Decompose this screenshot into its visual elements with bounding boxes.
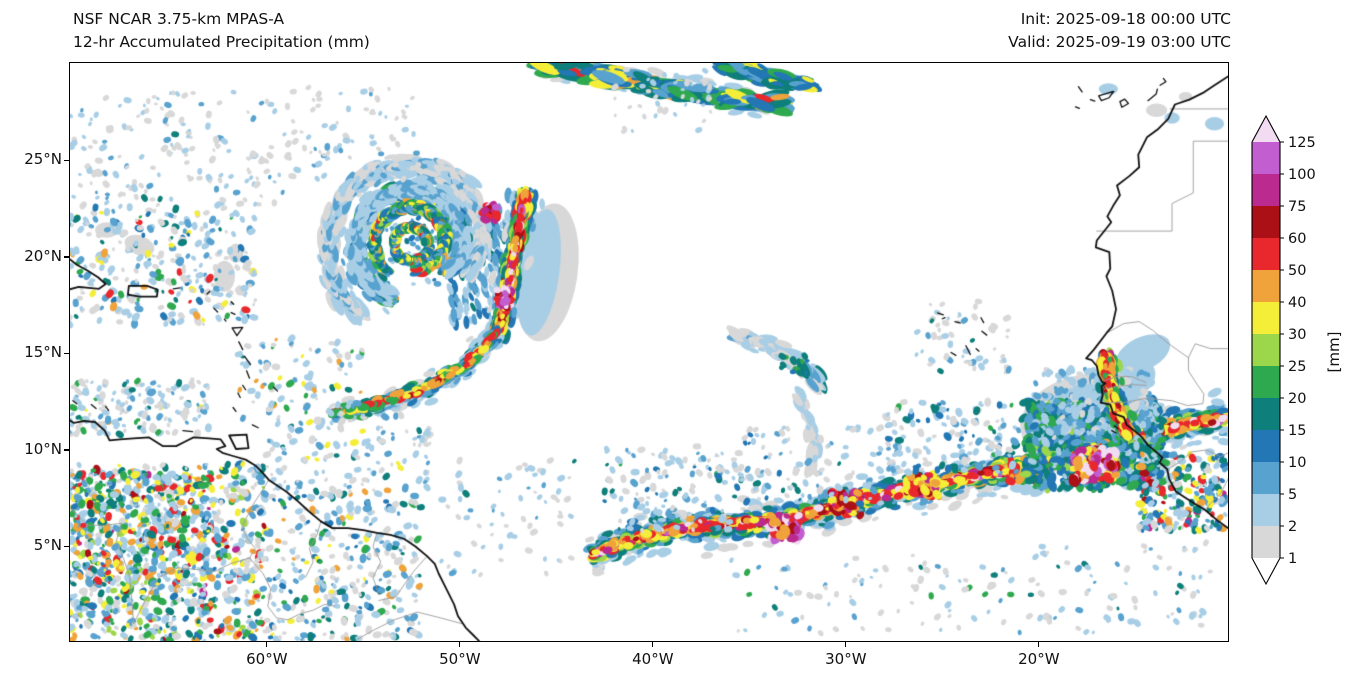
svg-text:50: 50 bbox=[1288, 263, 1306, 279]
svg-text:30: 30 bbox=[1288, 327, 1306, 343]
y-axis-tick-label: 5°N bbox=[33, 536, 62, 555]
y-axis-tick-label: 10°N bbox=[24, 439, 62, 458]
x-axis-tick-label: 60°W bbox=[246, 650, 288, 668]
precipitation-map-canvas bbox=[70, 63, 1228, 641]
svg-text:125: 125 bbox=[1288, 135, 1316, 151]
svg-text:5: 5 bbox=[1288, 487, 1297, 503]
valid-time: Valid: 2025-09-19 03:00 UTC bbox=[1008, 33, 1231, 51]
svg-text:40: 40 bbox=[1288, 295, 1306, 311]
svg-text:60: 60 bbox=[1288, 231, 1306, 247]
x-axis-tick-label: 50°W bbox=[439, 650, 481, 668]
svg-text:15: 15 bbox=[1288, 423, 1306, 439]
svg-text:75: 75 bbox=[1288, 199, 1306, 215]
map-frame bbox=[69, 62, 1229, 642]
y-axis-tick bbox=[64, 256, 70, 258]
svg-text:2: 2 bbox=[1288, 519, 1297, 535]
svg-text:20: 20 bbox=[1288, 391, 1306, 407]
model-title: NSF NCAR 3.75-km MPAS-A bbox=[73, 10, 285, 28]
y-axis-tick-label: 15°N bbox=[24, 343, 62, 362]
product-title: 12-hr Accumulated Precipitation (mm) bbox=[73, 33, 370, 51]
y-axis-tick bbox=[64, 352, 70, 355]
svg-text:10: 10 bbox=[1288, 455, 1306, 471]
y-axis-tick bbox=[64, 545, 70, 548]
init-time: Init: 2025-09-18 00:00 UTC bbox=[1020, 10, 1231, 28]
x-axis-tick bbox=[1038, 641, 1040, 647]
y-axis-tick bbox=[64, 449, 70, 451]
x-axis-tick bbox=[266, 641, 268, 647]
svg-text:100: 100 bbox=[1288, 167, 1316, 183]
x-axis-tick bbox=[845, 641, 847, 647]
x-axis-tick-label: 30°W bbox=[825, 650, 867, 668]
svg-text:25: 25 bbox=[1288, 359, 1306, 375]
x-axis-tick bbox=[459, 641, 461, 647]
colorbar-unit-label: [mm] bbox=[1325, 331, 1343, 373]
x-axis-tick-label: 20°W bbox=[1018, 650, 1060, 668]
svg-text:1: 1 bbox=[1288, 551, 1297, 567]
x-axis-tick bbox=[652, 641, 654, 647]
y-axis-tick-label: 25°N bbox=[24, 150, 62, 169]
x-axis-tick-label: 40°W bbox=[632, 650, 674, 668]
y-axis-tick bbox=[64, 159, 70, 162]
y-axis-tick-label: 20°N bbox=[24, 246, 62, 265]
